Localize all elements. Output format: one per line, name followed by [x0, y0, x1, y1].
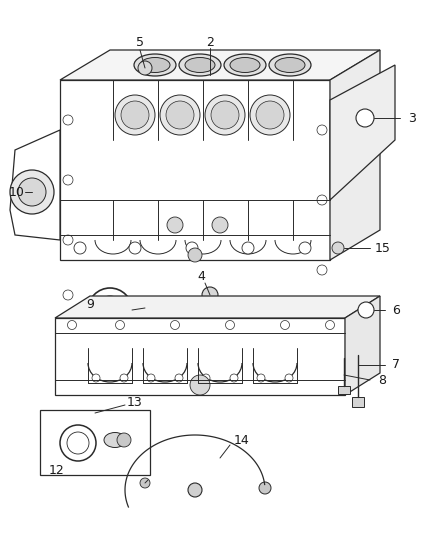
Circle shape	[63, 115, 73, 125]
Circle shape	[212, 217, 228, 233]
Circle shape	[170, 320, 180, 329]
Polygon shape	[330, 50, 380, 260]
Circle shape	[63, 235, 73, 245]
Circle shape	[116, 320, 124, 329]
Circle shape	[63, 290, 73, 300]
Circle shape	[202, 374, 210, 382]
Ellipse shape	[134, 54, 176, 76]
Circle shape	[186, 242, 198, 254]
Circle shape	[121, 101, 149, 129]
Ellipse shape	[185, 58, 215, 72]
Circle shape	[140, 478, 150, 488]
Circle shape	[211, 101, 239, 129]
Ellipse shape	[179, 54, 221, 76]
Circle shape	[138, 61, 152, 75]
Ellipse shape	[269, 54, 311, 76]
Circle shape	[67, 432, 89, 454]
Circle shape	[60, 425, 96, 461]
Circle shape	[175, 374, 183, 382]
Circle shape	[117, 433, 131, 447]
Circle shape	[167, 217, 183, 233]
Circle shape	[88, 288, 132, 332]
Polygon shape	[345, 296, 380, 395]
Circle shape	[205, 95, 245, 135]
Circle shape	[147, 374, 155, 382]
Text: 15: 15	[375, 241, 391, 254]
Circle shape	[257, 374, 265, 382]
Ellipse shape	[140, 58, 170, 72]
Circle shape	[160, 95, 200, 135]
Polygon shape	[330, 65, 395, 200]
Circle shape	[120, 374, 128, 382]
Ellipse shape	[224, 54, 266, 76]
Text: 13: 13	[127, 395, 143, 408]
Circle shape	[250, 95, 290, 135]
Circle shape	[256, 101, 284, 129]
Circle shape	[356, 109, 374, 127]
Text: 8: 8	[378, 374, 386, 386]
Circle shape	[259, 482, 271, 494]
Circle shape	[317, 265, 327, 275]
Text: 14: 14	[234, 433, 250, 447]
Circle shape	[129, 242, 141, 254]
Text: 10: 10	[9, 185, 25, 198]
Polygon shape	[10, 130, 60, 240]
Circle shape	[280, 320, 290, 329]
Circle shape	[10, 170, 54, 214]
Circle shape	[299, 242, 311, 254]
Circle shape	[96, 296, 124, 324]
Circle shape	[115, 95, 155, 135]
Text: 3: 3	[408, 111, 416, 125]
Circle shape	[92, 374, 100, 382]
Circle shape	[230, 374, 238, 382]
Text: 6: 6	[392, 303, 400, 317]
Circle shape	[317, 195, 327, 205]
Text: 2: 2	[206, 36, 214, 50]
Circle shape	[63, 175, 73, 185]
Circle shape	[202, 287, 218, 303]
Circle shape	[190, 375, 210, 395]
Text: 7: 7	[392, 359, 400, 372]
Polygon shape	[60, 80, 330, 260]
Ellipse shape	[275, 58, 305, 72]
Ellipse shape	[230, 58, 260, 72]
Circle shape	[226, 320, 234, 329]
Circle shape	[285, 374, 293, 382]
Bar	[40, 410, 150, 475]
Text: 5: 5	[136, 36, 144, 50]
Circle shape	[317, 125, 327, 135]
Circle shape	[18, 178, 46, 206]
Circle shape	[332, 242, 344, 254]
Circle shape	[188, 483, 202, 497]
Circle shape	[74, 242, 86, 254]
Text: 12: 12	[49, 464, 65, 477]
Bar	[352, 397, 364, 407]
Ellipse shape	[104, 432, 126, 448]
Circle shape	[166, 101, 194, 129]
Bar	[338, 386, 350, 394]
Circle shape	[188, 248, 202, 262]
Polygon shape	[60, 50, 380, 80]
Circle shape	[358, 302, 374, 318]
Polygon shape	[55, 296, 380, 318]
Circle shape	[67, 320, 77, 329]
Text: 9: 9	[86, 298, 94, 311]
Circle shape	[325, 320, 335, 329]
Text: 4: 4	[197, 271, 205, 284]
Circle shape	[242, 242, 254, 254]
Polygon shape	[55, 318, 345, 395]
